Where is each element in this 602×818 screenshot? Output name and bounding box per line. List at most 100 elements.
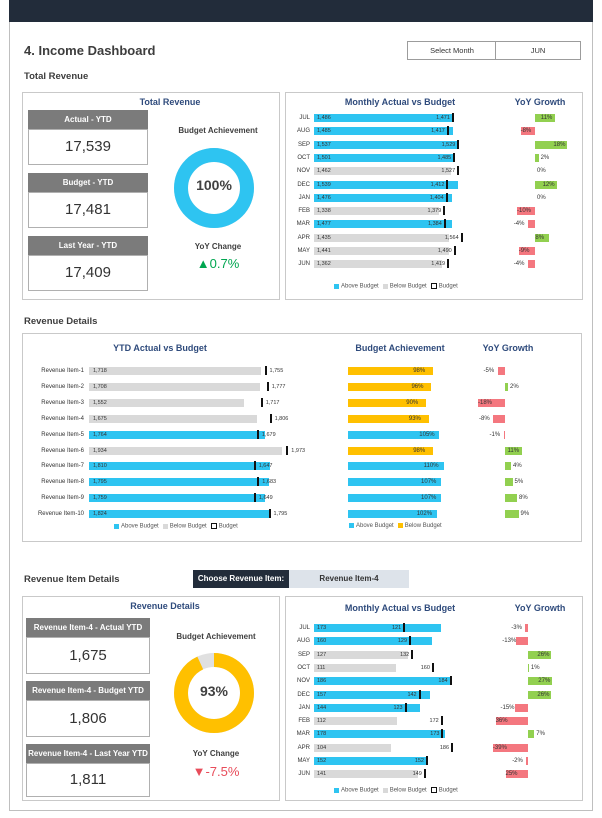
revenue-item-dropdown[interactable]: Revenue Item-4 bbox=[289, 570, 409, 588]
budget-marker bbox=[264, 366, 267, 375]
monthly-legend: Above Budget Below Budget Budget bbox=[330, 283, 458, 290]
actual-bar bbox=[314, 663, 396, 672]
total-revenue-section-title: Total Revenue bbox=[24, 71, 89, 82]
month-label: OCT bbox=[297, 664, 310, 671]
achievement-bar bbox=[348, 367, 434, 375]
yoy-value: 7% bbox=[536, 731, 545, 738]
yoy-value: 11% bbox=[507, 447, 520, 454]
budget-value: 1,485 bbox=[437, 154, 452, 161]
yoy-bar bbox=[528, 690, 552, 699]
yoy-value: 0% bbox=[537, 168, 546, 175]
monthly-yoy-title: YoY Growth bbox=[514, 97, 566, 107]
revenue-item-label: Revenue Item-7 bbox=[41, 463, 84, 470]
budget-value: 172 bbox=[429, 718, 439, 725]
item-ach-value: 93% bbox=[199, 683, 229, 699]
achievement-bar bbox=[348, 414, 429, 423]
actual-bar bbox=[89, 382, 260, 391]
budget-value: 1,419 bbox=[431, 261, 446, 268]
actual-value: 1,795 bbox=[93, 479, 107, 486]
yoy-value: -2% bbox=[512, 758, 523, 764]
month-label: APR bbox=[297, 234, 310, 241]
actual-value: 127 bbox=[317, 651, 327, 658]
achievement-value: 98% bbox=[413, 368, 426, 374]
yoy-value: -5% bbox=[483, 368, 495, 374]
revenue-item-label: Revenue Item-4 bbox=[41, 415, 84, 422]
budget-marker bbox=[431, 662, 434, 672]
actual-bar bbox=[314, 677, 452, 686]
budget-value: 1,417 bbox=[431, 128, 445, 135]
yoy-bar bbox=[528, 650, 552, 659]
budget-ytd-value: 17,481 bbox=[28, 192, 148, 228]
yoy-bar bbox=[514, 703, 528, 712]
yoy-bar bbox=[526, 757, 528, 765]
yoy-bar bbox=[492, 743, 528, 752]
budget-value: 1,490 bbox=[437, 248, 452, 254]
revenue-item-row: Revenue Item-3 1,552 1,717 90% -18% bbox=[0, 397, 602, 408]
actual-bar bbox=[89, 430, 266, 439]
revenue-item-row: Revenue Item-7 1,810 1,647 110% 4% bbox=[0, 461, 602, 471]
revenue-item-label: Revenue Item-6 bbox=[41, 447, 84, 454]
item-ach-label: Budget Achievement bbox=[176, 632, 256, 641]
revenue-details-section-title: Revenue Details bbox=[24, 316, 98, 327]
ach-chart-title: Budget Achievement bbox=[355, 343, 445, 353]
actual-bar bbox=[314, 220, 453, 229]
revenue-item-label: Revenue Item-10 bbox=[37, 511, 84, 518]
yoy-bar bbox=[478, 398, 505, 407]
yoy-value: 11% bbox=[540, 115, 553, 121]
yoy-value: 27% bbox=[538, 678, 551, 685]
actual-value: 152 bbox=[317, 758, 327, 764]
budget-value: 132 bbox=[400, 651, 410, 658]
yoy-bar bbox=[535, 180, 557, 189]
achievement-bar bbox=[348, 382, 432, 391]
yoy-value: 2% bbox=[540, 154, 550, 161]
month-dropdown[interactable]: JUN bbox=[495, 41, 581, 60]
budget-value: 186 bbox=[439, 744, 450, 751]
details-legend: Above Budget Below Budget Budget bbox=[110, 523, 238, 530]
month-label: FEB bbox=[298, 208, 310, 215]
budget-value: 149 bbox=[412, 771, 422, 778]
actual-bar bbox=[314, 690, 430, 699]
yoy-value: -1% bbox=[489, 431, 501, 438]
item-achievement-donut bbox=[174, 653, 254, 733]
dashboard-frame bbox=[9, 22, 593, 811]
month-row: JUL 173 121 -3% bbox=[0, 623, 602, 633]
page-title: 4. Income Dashboard bbox=[24, 43, 156, 58]
revenue-item-label: Revenue Item-1 bbox=[41, 368, 84, 374]
budget-marker bbox=[269, 413, 272, 423]
yoy-value: -39% bbox=[492, 744, 507, 751]
budget-marker bbox=[266, 381, 269, 391]
revenue-item-row: Revenue Item-5 1,764 1,679 105% -1% bbox=[0, 429, 602, 440]
actual-value: 1,441 bbox=[317, 248, 331, 254]
month-label: JAN bbox=[298, 194, 310, 201]
budget-value: 1,412 bbox=[430, 181, 445, 188]
yoy-bar bbox=[516, 637, 528, 646]
revenue-item-label: Revenue Item-2 bbox=[41, 383, 84, 390]
yoy-value: -10% bbox=[517, 208, 532, 215]
month-label: SEP bbox=[297, 141, 310, 148]
month-label: JUN bbox=[298, 261, 310, 268]
actual-bar bbox=[89, 446, 283, 455]
last-year-ytd-label: Last Year - YTD bbox=[28, 236, 148, 255]
budget-marker bbox=[443, 219, 446, 229]
revenue-item-label: Revenue Item-3 bbox=[41, 399, 84, 406]
donut-fill bbox=[174, 148, 254, 228]
month-label: SEP bbox=[297, 651, 310, 658]
actual-value: 186 bbox=[317, 678, 327, 685]
budget-value: 1,973 bbox=[291, 447, 306, 454]
item-budget-value: 1,806 bbox=[26, 700, 150, 737]
month-label: DEC bbox=[297, 181, 310, 188]
budget-marker bbox=[460, 232, 463, 242]
yoy-value: 8% bbox=[535, 234, 545, 241]
budget-marker bbox=[253, 493, 256, 503]
yoy-bar bbox=[527, 260, 535, 269]
actual-bar bbox=[314, 167, 452, 176]
actual-bar bbox=[89, 494, 265, 503]
ach-legend: Above Budget Below Budget bbox=[345, 523, 442, 529]
month-label: FEB bbox=[298, 718, 310, 725]
actual-value: 1,362 bbox=[317, 261, 331, 268]
budget-marker bbox=[449, 676, 452, 686]
yoy-bar bbox=[505, 770, 528, 779]
actual-bar bbox=[314, 247, 450, 255]
actual-ytd-label: Actual - YTD bbox=[28, 110, 148, 129]
budget-value: 1,384 bbox=[427, 221, 442, 228]
